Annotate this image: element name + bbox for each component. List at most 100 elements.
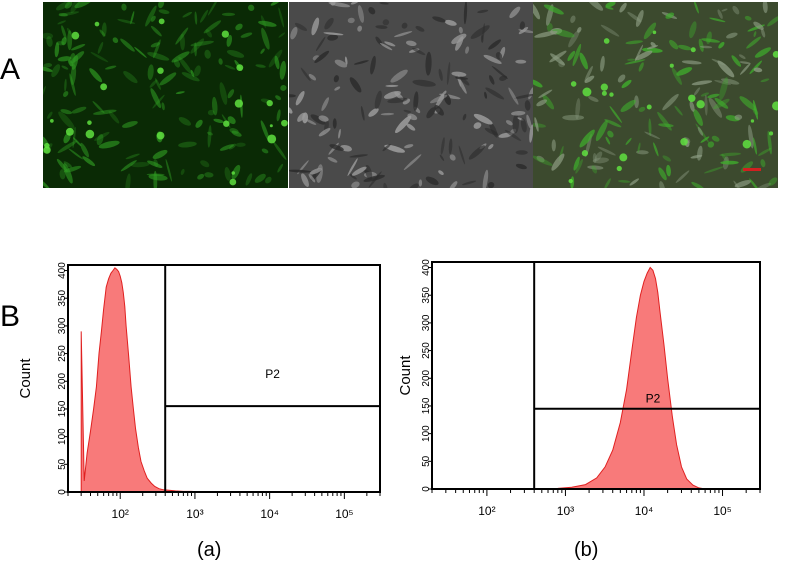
cell-shape — [470, 25, 490, 39]
cell-shape — [327, 34, 339, 41]
cell-shape — [746, 36, 762, 49]
cell-shape — [515, 150, 528, 155]
cell-shape — [178, 56, 192, 74]
cell-shape — [634, 50, 653, 61]
cell-shape — [748, 124, 754, 149]
cell-shape — [207, 109, 215, 116]
cell-shape — [258, 20, 277, 27]
cell-shape — [568, 29, 580, 48]
cell-shape — [505, 120, 513, 126]
cell-shape — [534, 117, 539, 132]
cell-shape — [338, 128, 341, 139]
cell-shape — [121, 3, 127, 11]
cell-shape — [363, 174, 385, 182]
cell-shape — [231, 130, 242, 137]
cell-shape — [349, 173, 357, 180]
y-tick-label: 0 — [57, 489, 68, 495]
cell-shape — [302, 112, 309, 124]
cell-shape — [152, 94, 165, 109]
cell-shape — [315, 36, 326, 52]
cell-shape — [591, 165, 598, 174]
cell-shape — [465, 46, 470, 54]
cell-shape — [511, 110, 526, 116]
cell-shape — [483, 54, 502, 65]
cell-shape — [594, 151, 603, 162]
cell-shape — [260, 120, 270, 141]
cell-shape — [719, 77, 729, 101]
cell-shape — [289, 106, 293, 114]
cell-shape — [760, 78, 770, 83]
cell-shape — [717, 9, 723, 19]
cell-shape — [289, 94, 296, 98]
cell-shape — [125, 173, 131, 188]
bright-cell — [158, 18, 165, 25]
cell-shape — [272, 141, 287, 160]
cell-shape — [63, 163, 73, 184]
cell-shape — [43, 177, 51, 188]
cell-shape — [294, 22, 308, 31]
bright-cell — [646, 104, 652, 110]
cell-shape — [406, 123, 416, 131]
cell-shape — [562, 114, 585, 121]
y-tick-label: 50 — [57, 458, 68, 470]
cell-shape — [488, 144, 494, 150]
cell-shape — [646, 45, 659, 50]
cell-shape — [154, 78, 161, 90]
cell-shape — [709, 17, 726, 23]
cell-shape — [734, 114, 743, 121]
cell-shape — [123, 71, 138, 84]
cell-shape — [567, 50, 576, 61]
cell-shape — [733, 180, 743, 188]
bright-cell — [221, 30, 230, 38]
cell-shape — [190, 40, 214, 47]
cell-shape — [620, 99, 636, 112]
cell-shape — [311, 17, 320, 36]
cell-shape — [182, 11, 193, 18]
cell-shape — [731, 55, 742, 67]
cell-shape — [707, 141, 715, 148]
bright-cell — [231, 171, 236, 175]
cell-shape — [587, 165, 604, 170]
cell-shape — [58, 13, 68, 17]
y-axis-label: Count — [397, 355, 414, 396]
cell-shape — [69, 73, 76, 96]
cell-shape — [662, 155, 672, 162]
cell-shape — [473, 122, 482, 129]
cell-shape — [395, 115, 412, 134]
cell-shape — [708, 97, 723, 118]
cell-shape — [721, 8, 728, 12]
cell-shape — [621, 79, 632, 89]
cell-shape — [61, 65, 69, 70]
cell-shape — [260, 48, 265, 54]
gate-label: P2 — [265, 367, 280, 381]
bright-cell — [582, 87, 592, 97]
cell-shape — [720, 160, 739, 165]
cell-shape — [368, 171, 382, 188]
bright-cell — [581, 150, 589, 157]
cell-shape — [71, 44, 86, 51]
cell-shape — [432, 16, 446, 23]
cell-shape — [404, 144, 414, 149]
x-tick-label: 10⁴ — [260, 507, 279, 521]
cell-shape — [549, 50, 567, 63]
cell-shape — [543, 4, 564, 15]
cell-shape — [82, 156, 96, 167]
cell-shape — [374, 90, 382, 110]
cell-shape — [180, 33, 185, 51]
histogram-a-svg: P2 0 50 100 150 200 250 300 350 400 10² 10³ 10⁴ 10⁵ Co… — [17, 262, 381, 521]
cell-shape — [218, 58, 223, 65]
cell-shape — [300, 67, 311, 82]
cell-shape — [71, 106, 87, 114]
cell-shape — [153, 159, 159, 167]
cell-shape — [265, 176, 272, 184]
cell-shape — [161, 102, 165, 111]
cell-shape — [350, 2, 360, 5]
cell-shape — [634, 95, 639, 109]
cell-shape — [484, 127, 499, 136]
cell-shape — [438, 170, 444, 176]
cell-shape — [415, 26, 425, 32]
cell-shape — [638, 62, 644, 72]
panel-a-letter: A — [0, 53, 21, 86]
cell-shape — [254, 173, 266, 183]
bright-cell — [669, 63, 674, 68]
